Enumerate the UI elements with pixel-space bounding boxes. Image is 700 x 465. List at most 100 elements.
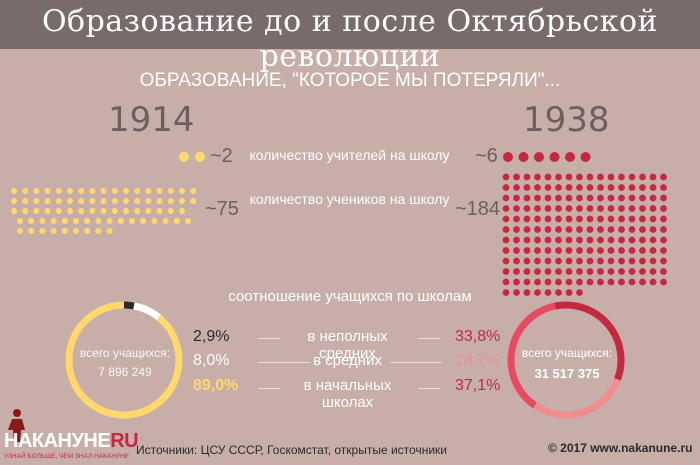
student-dot-1938 — [597, 226, 604, 233]
student-dot-1914 — [167, 188, 174, 194]
student-dot-1938 — [502, 247, 510, 254]
student-dot-1938 — [523, 257, 531, 265]
student-dot-1914 — [61, 218, 68, 224]
student-dot-1938 — [628, 226, 636, 233]
student-dot-1938 — [534, 257, 541, 265]
student-dot-1938 — [586, 194, 594, 202]
student-dot-1938 — [586, 278, 594, 286]
student-dot-1938 — [597, 278, 604, 286]
student-dot-1914 — [156, 208, 163, 214]
student-dot-1938 — [660, 236, 667, 244]
student-dot-1914 — [123, 208, 129, 214]
student-dot-1938 — [544, 194, 552, 202]
student-dot-1914 — [151, 218, 158, 224]
student-dot-1914 — [123, 188, 129, 194]
logo-tagline: УЗНАЙ БОЛЬШЕ, ЧЕМ ЗНАЛ НАКАНУНЕ — [4, 453, 130, 460]
student-dot-1938 — [597, 257, 604, 265]
student-dot-1938 — [607, 268, 615, 275]
student-dot-1938 — [649, 205, 657, 212]
student-dot-1938 — [555, 236, 562, 244]
student-dot-1938 — [502, 268, 510, 275]
student-dot-1938 — [618, 184, 625, 191]
student-dot-1938 — [544, 278, 552, 286]
divider — [258, 388, 280, 389]
student-dot-1914 — [50, 228, 57, 234]
student-dot-1914 — [89, 188, 96, 194]
student-dot-1914 — [95, 228, 102, 234]
student-dot-1938 — [513, 194, 520, 202]
student-dot-1938 — [534, 184, 541, 191]
student-dot-1938 — [597, 205, 604, 212]
student-dot-1938 — [544, 268, 552, 275]
student-dot-1938 — [555, 268, 562, 275]
student-dot-1938 — [565, 289, 573, 296]
title-bar: Образование до и после Октябрьской револ… — [0, 0, 700, 74]
student-dot-1938 — [586, 236, 594, 244]
student-dot-1938 — [523, 268, 531, 275]
student-dot-1938 — [649, 278, 657, 286]
student-dot-1938 — [523, 194, 531, 202]
student-dot-1914 — [145, 208, 152, 214]
divider — [418, 388, 440, 389]
student-dot-1938 — [523, 173, 531, 181]
student-dot-1914 — [22, 198, 29, 204]
student-dot-1938 — [523, 184, 531, 191]
student-dot-1914 — [11, 188, 17, 194]
student-dot-1938 — [555, 194, 562, 202]
student-dot-1938 — [565, 268, 573, 275]
student-dot-1938 — [555, 278, 562, 286]
student-dot-1938 — [639, 257, 646, 265]
student-dot-1938 — [555, 205, 562, 212]
student-dot-1914 — [106, 218, 113, 224]
student-dot-1938 — [639, 173, 646, 181]
student-dot-1938 — [513, 226, 520, 233]
student-dot-1938 — [607, 184, 615, 191]
teachers-label: количество учителей на школу — [249, 147, 450, 163]
student-dot-1938 — [586, 215, 594, 223]
student-dot-1914 — [117, 218, 124, 224]
student-dot-1938 — [565, 257, 573, 265]
student-dot-1938 — [639, 205, 646, 212]
student-dot-1938 — [502, 278, 510, 286]
student-dot-1938 — [628, 236, 636, 244]
student-dot-1914 — [17, 228, 23, 234]
student-dot-1938 — [544, 173, 552, 181]
teachers-left-value: ~2 — [210, 145, 233, 167]
student-dot-1938 — [586, 184, 594, 191]
student-dot-1938 — [513, 268, 520, 275]
student-dot-1938 — [660, 173, 667, 181]
student-dot-1938 — [534, 289, 541, 296]
student-dot-1914 — [11, 198, 17, 204]
student-dot-1938 — [544, 247, 552, 254]
teacher-dot-1938 — [565, 152, 575, 162]
student-dot-1914 — [67, 198, 73, 204]
student-dot-1914 — [67, 188, 73, 194]
student-dot-1938 — [502, 205, 510, 212]
donut-1914-segment — [65, 301, 183, 419]
student-dot-1938 — [555, 226, 562, 233]
student-dot-1938 — [502, 257, 510, 265]
student-dot-1914 — [17, 218, 23, 224]
student-dot-1938 — [618, 173, 625, 181]
student-dot-1914 — [190, 198, 197, 204]
student-dot-1914 — [61, 228, 68, 234]
student-dot-1938 — [513, 173, 520, 181]
student-dot-1914 — [55, 208, 62, 214]
student-dot-1938 — [628, 184, 636, 191]
ratio-title: соотношение учащихся по школам — [228, 288, 472, 305]
donut-1938-segment — [507, 302, 556, 409]
student-dot-1914 — [140, 218, 147, 224]
year-1914: 1914 — [108, 100, 195, 140]
student-dot-1938 — [502, 215, 510, 223]
student-dot-1938 — [649, 257, 657, 265]
student-dot-1938 — [597, 194, 604, 202]
student-dot-1938 — [513, 257, 520, 265]
teachers-right-value: ~6 — [475, 145, 498, 167]
row-left-value: 89,0% — [193, 377, 239, 394]
students-right-value: ~184 — [455, 198, 501, 220]
student-dot-1938 — [597, 184, 604, 191]
student-dot-1938 — [660, 226, 667, 233]
student-dot-1938 — [576, 278, 583, 286]
student-dot-1938 — [628, 257, 636, 265]
teacher-dot-1914 — [195, 152, 205, 162]
